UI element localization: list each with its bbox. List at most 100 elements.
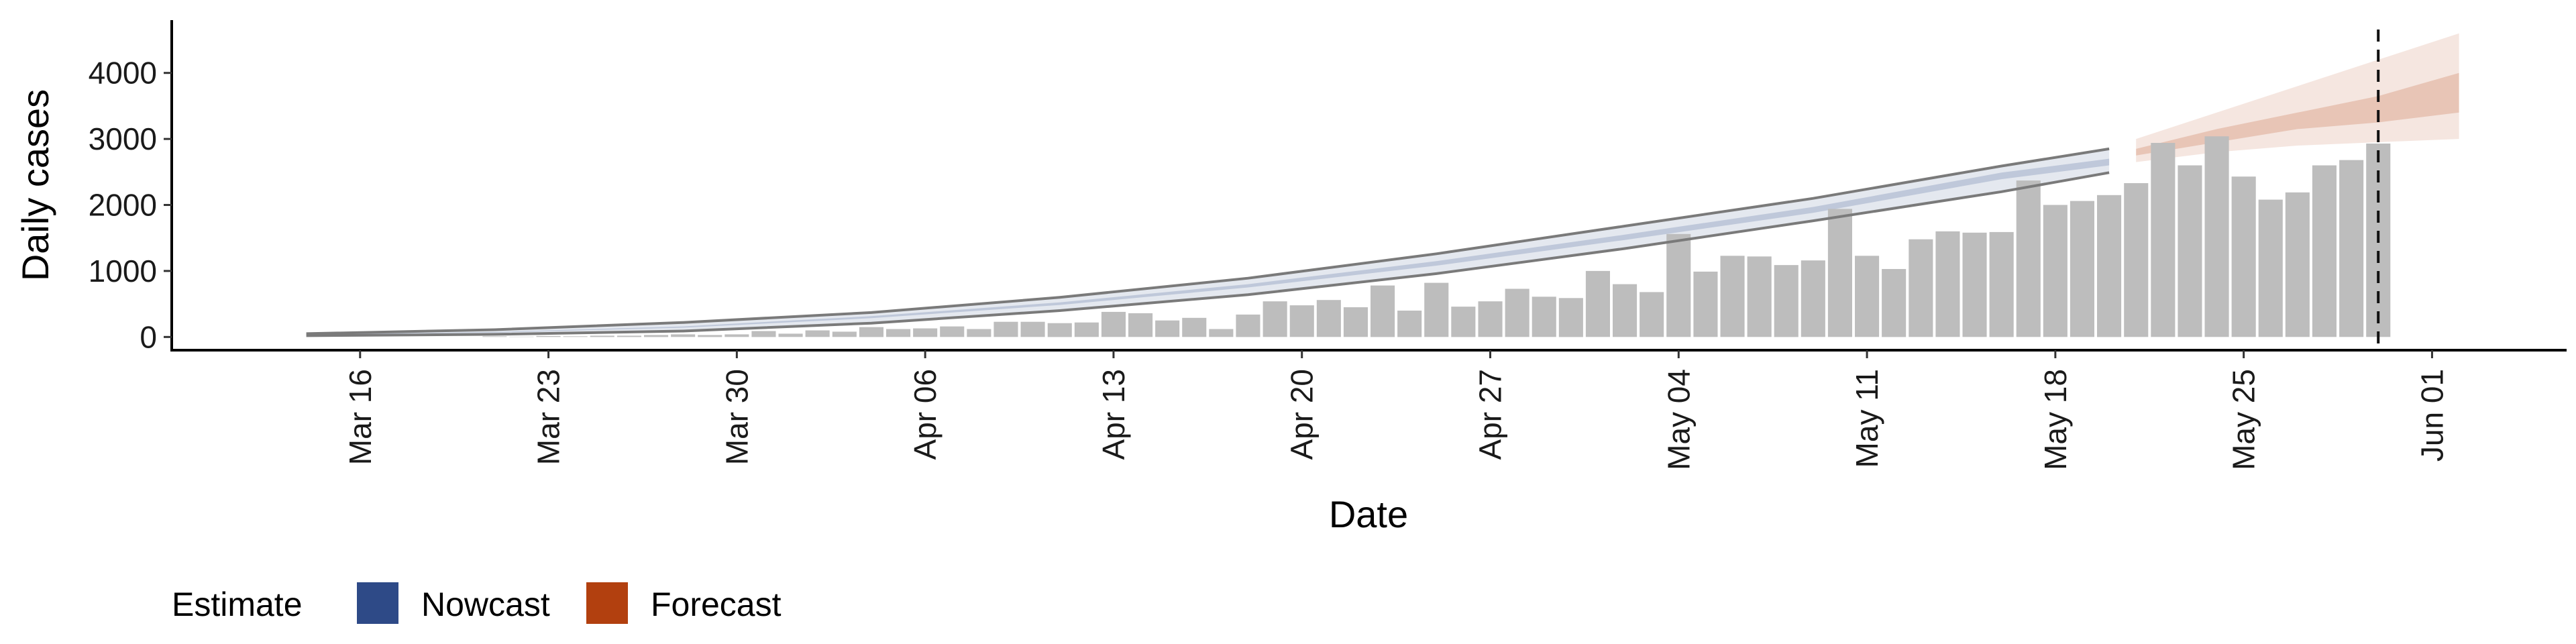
bar-2020-05-22	[2151, 143, 2176, 337]
bar-2020-05-03	[1640, 292, 1664, 337]
legend-swatch-nowcast	[357, 582, 398, 624]
nowcast-upper_90-line	[306, 147, 2110, 335]
y-axis-title: Daily cases	[14, 89, 56, 281]
bar-2020-05-09	[1801, 260, 1825, 337]
bar-2020-04-20	[1289, 305, 1314, 337]
interval-lines	[306, 147, 2110, 337]
bar-2020-05-18	[2043, 205, 2068, 337]
bar-2020-04-15	[1155, 320, 1180, 337]
bar-2020-03-31	[751, 331, 776, 337]
bar-2020-04-13	[1101, 311, 1126, 337]
x-tick-label-2020-03-30: Mar 30	[719, 369, 754, 465]
legend-swatch-forecast	[586, 582, 628, 624]
bar-2020-04-01	[778, 333, 803, 337]
legend: Estimate Nowcast Forecast	[172, 582, 782, 624]
x-axis-ticks: Mar 16 Mar 23 Mar 30 Apr 06 Apr 13 Apr 20 Apr …	[343, 350, 2449, 470]
x-axis-title: Date	[1329, 493, 1408, 535]
bar-2020-05-07	[1747, 256, 1772, 337]
bar-2020-05-19	[2070, 201, 2094, 337]
bar-2020-04-24	[1397, 311, 1422, 337]
y-tick-label-2000: 2000	[89, 188, 157, 223]
bar-2020-05-06	[1720, 256, 1745, 337]
x-tick-label-2020-05-04: May 04	[1661, 369, 1696, 470]
bar-2020-05-16	[1989, 231, 2014, 337]
bar-2020-05-02	[1613, 284, 1638, 337]
bar-2020-04-10	[1020, 321, 1045, 337]
bar-2020-05-10	[1827, 209, 1852, 337]
bar-2020-05-11	[1855, 256, 1880, 337]
bar-2020-04-23	[1371, 285, 1395, 337]
legend-label-nowcast: Nowcast	[421, 586, 550, 623]
bar-2020-05-15	[1962, 232, 1987, 337]
x-tick-label-2020-04-13: Apr 13	[1096, 369, 1131, 460]
bar-2020-04-09	[994, 321, 1018, 337]
bar-2020-05-27	[2285, 192, 2310, 337]
forecast-band-50	[2136, 72, 2459, 156]
interval-bands	[306, 33, 2459, 336]
bar-2020-05-13	[1909, 239, 1933, 337]
bar-2020-05-01	[1585, 270, 1610, 337]
bar-2020-05-25	[2231, 176, 2256, 337]
y-tick-label-3000: 3000	[89, 121, 157, 156]
y-tick-label-0: 0	[140, 319, 157, 354]
bar-2020-03-24	[563, 336, 588, 337]
bar-2020-03-27	[644, 335, 669, 337]
bar-2020-04-16	[1182, 317, 1207, 337]
x-tick-label-2020-06-01: Jun 01	[2414, 369, 2449, 462]
x-tick-label-2020-04-06: Apr 06	[908, 369, 943, 460]
bar-2020-04-21	[1316, 300, 1341, 337]
bar-2020-05-05	[1693, 271, 1718, 337]
bar-2020-04-29	[1532, 297, 1556, 337]
bar-2020-04-17	[1209, 329, 1234, 337]
x-tick-label-2020-05-18: May 18	[2038, 369, 2073, 470]
bar-2020-04-27	[1478, 301, 1503, 337]
forecast-band-90	[2136, 33, 2459, 162]
bar-2020-05-28	[2312, 165, 2337, 337]
y-tick-label-1000: 1000	[89, 254, 157, 288]
x-tick-label-2020-05-11: May 11	[1849, 369, 1884, 468]
bar-2020-05-12	[1882, 269, 1907, 337]
bar-2020-04-30	[1558, 298, 1583, 337]
x-tick-label-2020-03-23: Mar 23	[531, 369, 566, 465]
bar-2020-05-26	[2258, 199, 2283, 337]
bar-2020-03-26	[616, 335, 641, 337]
bar-2020-03-29	[698, 335, 722, 337]
bar-2020-04-02	[805, 330, 830, 337]
bar-2020-04-18	[1236, 314, 1260, 337]
y-axis-ticks: 0 1000 2000 3000 4000	[89, 56, 172, 354]
bar-2020-04-08	[967, 329, 991, 337]
x-tick-label-2020-04-27: Apr 27	[1473, 369, 1508, 460]
bar-2020-04-03	[832, 331, 857, 337]
bar-2020-04-22	[1343, 307, 1368, 337]
bar-2020-05-20	[2097, 195, 2122, 337]
y-tick-label-4000: 4000	[89, 56, 157, 91]
bar-2020-03-30	[724, 334, 749, 337]
bar-2020-04-07	[940, 326, 965, 337]
x-tick-label-2020-04-20: Apr 20	[1285, 369, 1320, 460]
bar-2020-05-14	[1935, 231, 1960, 337]
bar-2020-04-19	[1263, 301, 1287, 337]
bar-2020-04-06	[913, 328, 938, 337]
bar-2020-03-25	[590, 335, 614, 337]
bar-2020-04-28	[1505, 288, 1529, 337]
bar-2020-05-08	[1774, 265, 1799, 337]
bar-2020-04-26	[1451, 307, 1476, 337]
bar-2020-05-24	[2204, 136, 2229, 337]
legend-label-forecast: Forecast	[651, 586, 782, 623]
x-tick-label-2020-03-16: Mar 16	[343, 369, 378, 465]
bar-2020-04-14	[1128, 313, 1153, 337]
bar-2020-05-23	[2178, 165, 2202, 337]
x-tick-label-2020-05-25: May 25	[2226, 369, 2261, 470]
reported-case-bars	[482, 136, 2391, 337]
bar-2020-05-29	[2339, 160, 2364, 337]
bar-2020-04-04	[859, 327, 883, 337]
legend-title: Estimate	[172, 586, 303, 623]
bar-2020-03-21	[482, 336, 507, 337]
bar-2020-04-25	[1424, 282, 1449, 337]
nowcast-lower_90-line	[306, 171, 2110, 337]
bar-2020-03-23	[536, 335, 561, 337]
bar-2020-05-21	[2124, 183, 2149, 337]
bar-2020-04-05	[886, 329, 911, 337]
bar-2020-03-28	[671, 334, 696, 337]
